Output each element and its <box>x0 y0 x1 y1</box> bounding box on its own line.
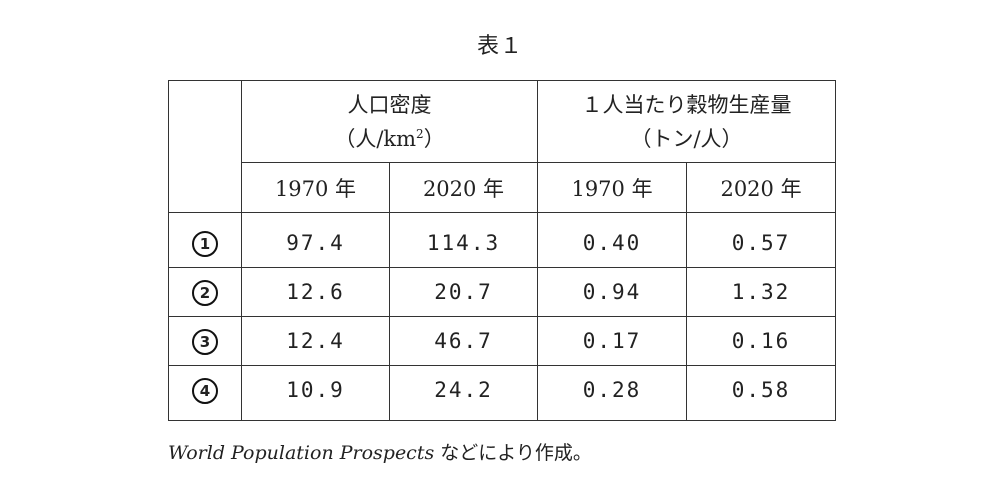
table-cell: 0.40 <box>537 212 688 268</box>
circled-number: 1 <box>192 230 218 257</box>
table-cell: 20.7 <box>388 267 539 317</box>
circled-number: 3 <box>192 328 218 355</box>
source-note: World Population Prospects などにより作成。 <box>168 438 592 465</box>
table-cell: 0.57 <box>686 212 837 268</box>
group-header-grain-production: １人当たり穀物生産量 （トン/人） <box>537 80 837 163</box>
group-header-label: １人当たり穀物生産量 <box>581 92 792 117</box>
row-label: 4 <box>168 365 242 421</box>
circled-number: 2 <box>192 279 218 306</box>
table-cell: 114.3 <box>388 212 539 268</box>
table-cell: 0.16 <box>686 316 837 366</box>
table-row: 3 12.4 46.7 0.17 0.16 <box>168 316 837 366</box>
year-header: 1970 年 <box>537 162 688 213</box>
table-cell: 0.17 <box>537 316 688 366</box>
year-header: 2020 年 <box>388 162 539 213</box>
circled-number: 4 <box>192 377 218 404</box>
group-header-unit: （人/km2） <box>334 126 445 151</box>
table-cell: 24.2 <box>388 365 539 421</box>
source-title: World Population Prospects <box>168 442 435 464</box>
group-header-population-density: 人口密度 （人/km2） <box>240 80 539 163</box>
row-label: 2 <box>168 267 242 317</box>
row-label: 3 <box>168 316 242 366</box>
table-cell: 0.94 <box>537 267 688 317</box>
group-header-unit: （トン/人） <box>630 126 743 151</box>
table-cell: 0.28 <box>537 365 688 421</box>
table-cell: 12.4 <box>241 316 390 366</box>
table-cell: 46.7 <box>388 316 539 366</box>
table-cell: 0.58 <box>686 365 837 421</box>
table-row: 4 10.9 24.2 0.28 0.58 <box>168 365 837 421</box>
table-cell: 10.9 <box>241 365 390 421</box>
table-title: 表１ <box>476 34 523 59</box>
row-label: 1 <box>168 212 242 268</box>
corner-cell <box>168 80 242 213</box>
table-cell: 1.32 <box>686 267 837 317</box>
source-rest: などにより作成。 <box>434 442 592 464</box>
table-cell: 12.6 <box>241 267 390 317</box>
table-cell: 97.4 <box>241 212 390 268</box>
table-row: 1 97.4 114.3 0.40 0.57 <box>168 212 837 268</box>
table-row: 2 12.6 20.7 0.94 1.32 <box>168 267 837 317</box>
group-header-label: 人口密度 <box>347 92 432 117</box>
year-header: 1970 年 <box>241 162 390 213</box>
data-table: 人口密度 （人/km2） １人当たり穀物生産量 （トン/人） 1970 年 20… <box>168 80 837 421</box>
year-header: 2020 年 <box>686 162 837 213</box>
